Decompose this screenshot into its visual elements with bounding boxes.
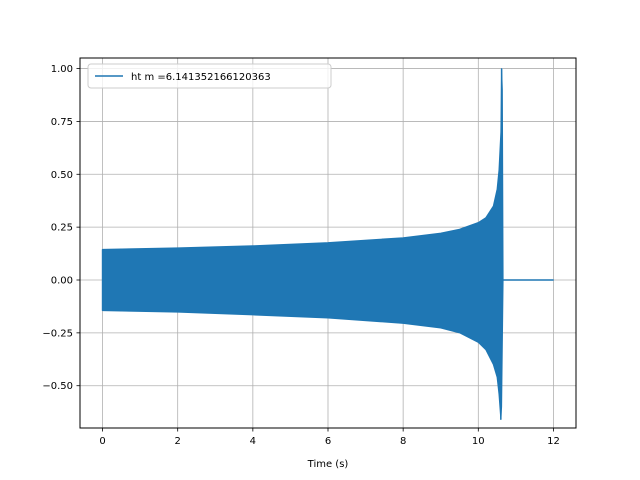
series-layer <box>101 68 554 421</box>
x-axis-label: Time (s) <box>307 459 349 470</box>
x-tick-label: 6 <box>325 436 331 447</box>
x-tick-label: 12 <box>547 436 560 447</box>
y-tick-label: −0.25 <box>42 328 73 339</box>
y-tick-label: −0.50 <box>42 381 73 392</box>
y-axis-ticks: −0.50 −0.25 0.00 0.25 0.50 0.75 1.00 <box>42 64 80 392</box>
x-axis-ticks: 0 2 4 6 8 10 12 <box>99 428 560 447</box>
x-tick-label: 10 <box>472 436 485 447</box>
y-tick-label: 0.00 <box>51 276 73 287</box>
x-tick-label: 4 <box>250 436 256 447</box>
y-tick-label: 0.25 <box>51 223 73 234</box>
legend: ht m =6.141352166120363 <box>87 63 332 89</box>
y-tick-label: 0.50 <box>51 170 73 181</box>
x-tick-label: 0 <box>99 436 105 447</box>
x-tick-label: 8 <box>400 436 406 447</box>
legend-box <box>87 63 332 89</box>
legend-label: ht m =6.141352166120363 <box>131 72 271 83</box>
x-tick-label: 2 <box>175 436 181 447</box>
y-tick-label: 1.00 <box>51 64 73 75</box>
y-tick-label: 0.75 <box>51 117 73 128</box>
